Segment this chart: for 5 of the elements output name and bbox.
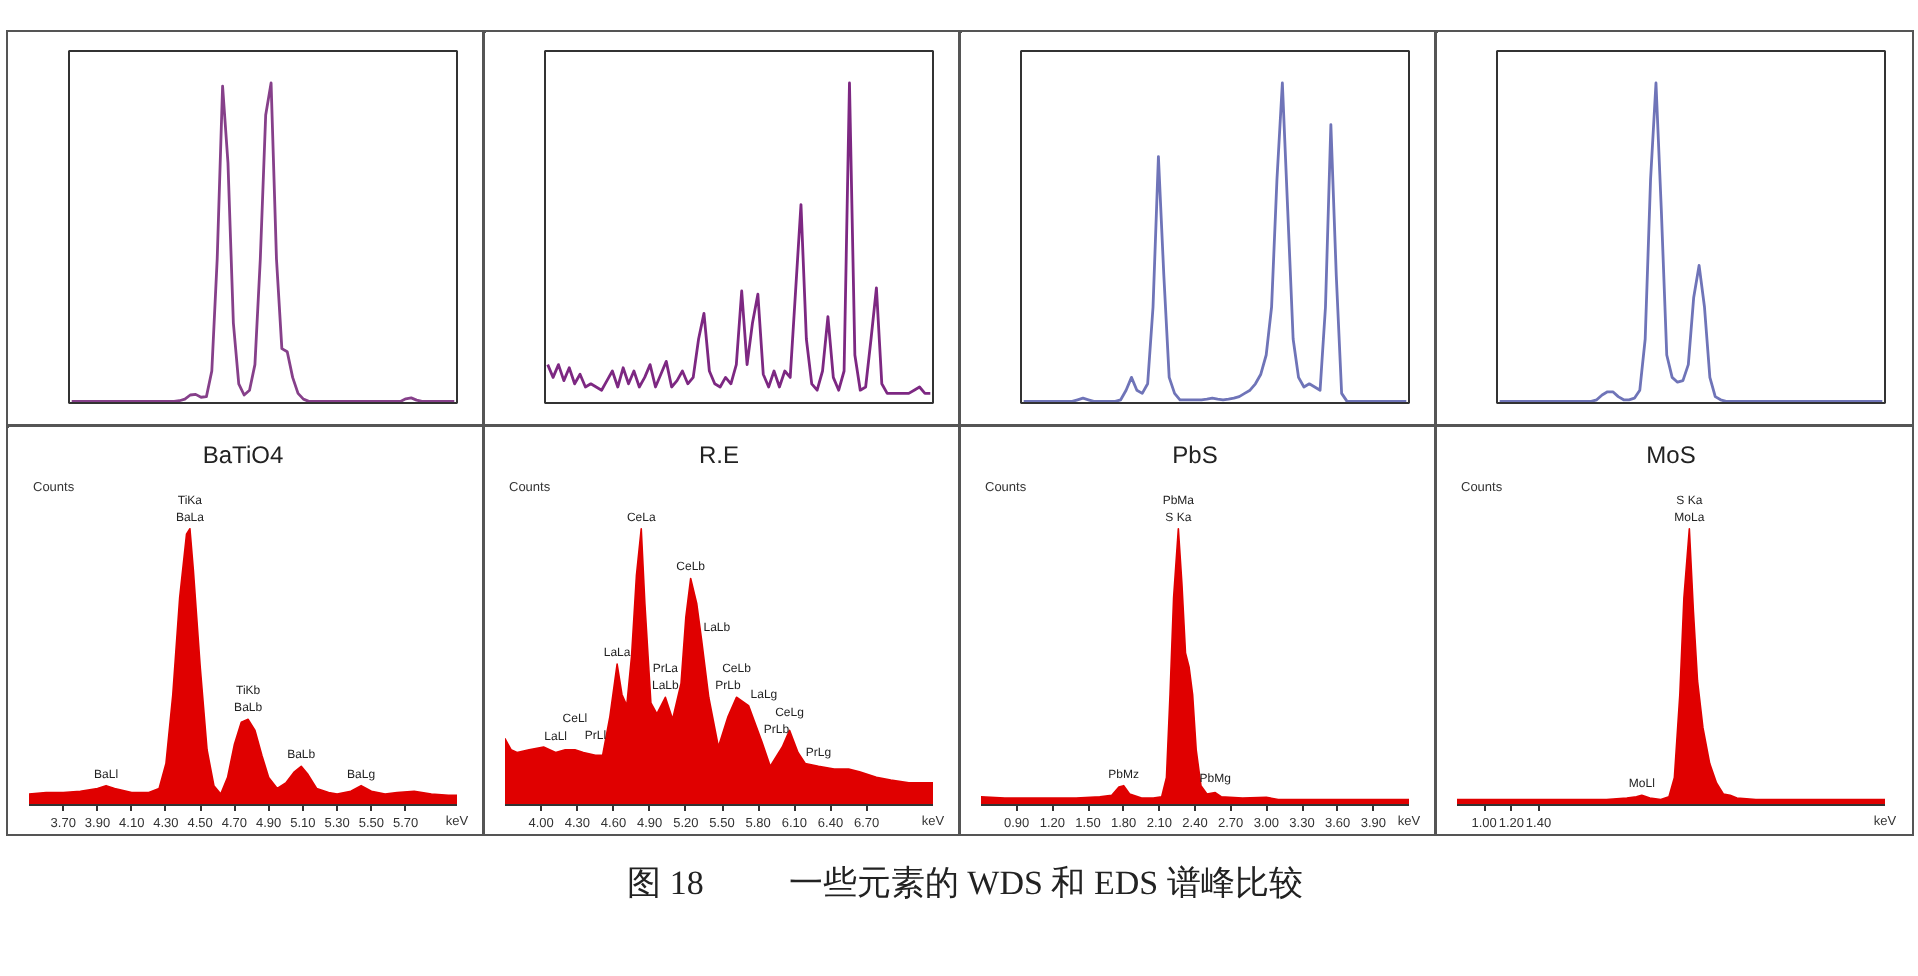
- chart-title: MoS: [1646, 441, 1696, 469]
- chart-title: R.E: [699, 441, 740, 469]
- chart-title: PbS: [1172, 441, 1218, 469]
- chart-title: BaTiO4: [202, 441, 284, 469]
- caption: 图 18 一些元素的 WDS 和 EDS 谱峰比较: [627, 862, 1303, 906]
